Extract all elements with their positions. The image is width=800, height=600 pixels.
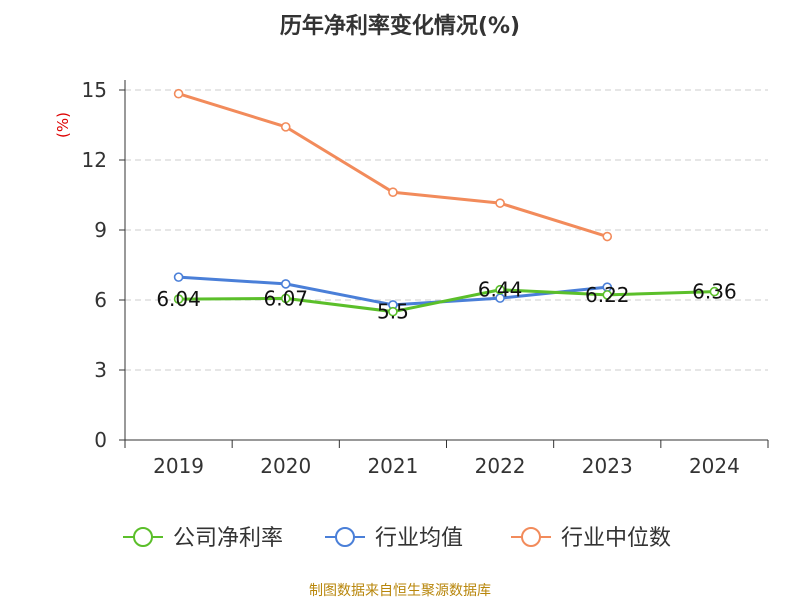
data-label: 5.5 <box>377 300 409 324</box>
data-point[interactable] <box>602 231 613 242</box>
data-label: 6.44 <box>478 278 523 302</box>
x-tick-label: 2022 <box>475 454 526 478</box>
y-tick-label: 3 <box>94 358 107 382</box>
x-tick-label: 2020 <box>260 454 311 478</box>
source-note: 制图数据来自恒生聚源数据库 <box>309 583 491 599</box>
legend-label: 行业中位数 <box>561 526 671 551</box>
chart-title: 历年净利率变化情况(%) <box>279 14 521 39</box>
axis-layer: 0 3 6 9 12 15 2019 2020 2021 2022 2023 2024 (%) <box>54 78 769 478</box>
data-point[interactable] <box>280 279 291 289</box>
legend-item-0[interactable]: 公司净利率 <box>123 526 283 551</box>
data-point[interactable] <box>173 272 184 282</box>
data-point[interactable] <box>280 122 291 132</box>
legend-layer[interactable]: 公司净利率 行业均值 行业中位数 <box>123 526 671 551</box>
series-line <box>177 288 716 314</box>
data-point[interactable] <box>173 294 184 304</box>
y-tick-label: 12 <box>82 148 107 172</box>
legend-label: 公司净利率 <box>173 526 283 551</box>
x-tick-label: 2021 <box>367 454 418 478</box>
data-label: 6.04 <box>156 287 201 311</box>
data-point[interactable] <box>495 198 505 208</box>
legend-marker <box>133 527 153 547</box>
data-point[interactable] <box>388 306 398 317</box>
series-2 <box>173 88 613 242</box>
data-point[interactable] <box>709 286 720 297</box>
legend-marker <box>521 527 541 547</box>
data-point[interactable] <box>388 187 398 197</box>
legend-item-1[interactable]: 行业均值 <box>325 526 463 551</box>
y-tick-label: 15 <box>82 78 107 102</box>
data-point[interactable] <box>602 290 613 300</box>
series-0 <box>173 284 720 317</box>
legend-label: 行业均值 <box>375 526 463 551</box>
data-label: 6.22 <box>585 283 630 307</box>
x-tick-label: 2019 <box>153 454 204 478</box>
legend-item-2[interactable]: 行业中位数 <box>511 526 671 551</box>
data-point[interactable] <box>173 88 184 99</box>
y-tick-label: 0 <box>94 428 107 452</box>
y-axis-label: (%) <box>54 112 72 138</box>
label-layer: 6.04 6.07 5.5 6.44 6.22 6.36 <box>156 278 736 324</box>
series-layer <box>173 88 720 317</box>
data-label: 6.36 <box>692 280 737 304</box>
series-1 <box>173 272 613 310</box>
y-tick-label: 6 <box>94 288 107 312</box>
y-tick-label: 9 <box>94 218 107 242</box>
data-label: 6.07 <box>263 286 308 310</box>
legend-marker <box>335 527 355 547</box>
data-point[interactable] <box>280 293 291 304</box>
x-tick-label: 2024 <box>689 454 740 478</box>
series-line <box>177 92 609 239</box>
x-tick-label: 2023 <box>582 454 633 478</box>
data-point[interactable] <box>495 284 505 295</box>
grid-layer <box>125 89 768 371</box>
